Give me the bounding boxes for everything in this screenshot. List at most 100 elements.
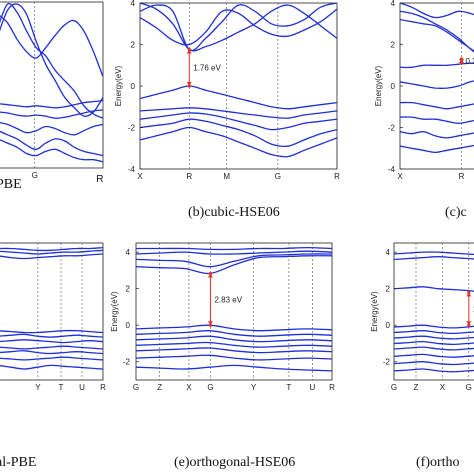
y-tick-label-2: 2: [391, 41, 396, 50]
gap-arrow: [459, 57, 464, 65]
band-line-5: [140, 112, 337, 131]
band-line-1: [394, 251, 474, 256]
band-line-3: [0, 329, 103, 334]
x-tick-label-T: T: [59, 383, 64, 392]
x-tick-label-G: G: [275, 172, 281, 181]
band-line-5: [0, 122, 103, 136]
band-line-7: [136, 341, 332, 348]
bands: [0, 246, 103, 370]
x-tick-label-R: R: [334, 172, 340, 181]
y-tick-label-0: 0: [386, 321, 391, 330]
y-axis-label: Energy(eV): [114, 65, 123, 106]
band-line-0: [140, 8, 337, 46]
band-line-4: [136, 324, 332, 332]
band-line-8: [136, 347, 332, 354]
band-line-6: [400, 116, 474, 124]
y-tick-label-2: 2: [386, 285, 391, 294]
gap-arrow: [186, 47, 192, 88]
band-line-3: [394, 324, 474, 329]
y-tick-label--4: -4: [388, 165, 396, 174]
x-tick-label-X: X: [440, 383, 446, 392]
x-tick-label-X: X: [137, 172, 143, 181]
panel-f: 1. G Z X G -2 0 2 4 Energy(eV) (f)ortho: [370, 242, 474, 470]
plot-frame: [135, 242, 333, 381]
band-line-3: [400, 62, 474, 69]
panel-caption: (e)orthogonal-HSE06: [174, 455, 295, 470]
band-line-4: [0, 333, 103, 338]
band-line-2: [140, 3, 337, 52]
panel-caption: al-PBE: [0, 455, 36, 470]
bands: [400, 3, 474, 154]
band-line-1: [140, 3, 337, 52]
y-tick-label-0: 0: [131, 82, 136, 91]
band-line-6: [0, 130, 103, 157]
gap-label: 1.76 eV: [193, 64, 221, 73]
band-line-5: [400, 101, 474, 110]
band-line-6: [394, 340, 474, 346]
bands: [140, 3, 337, 158]
band-line-7: [0, 139, 103, 163]
band-line-10: [136, 364, 332, 372]
band-line-1: [0, 2, 103, 119]
band-line-7: [0, 350, 103, 355]
x-tick-label-Z: Z: [414, 383, 419, 392]
band-line-2: [0, 253, 103, 260]
band-line-8: [0, 356, 103, 361]
x-tick-label-X: X: [186, 383, 192, 392]
x-tick-label-R: R: [459, 172, 465, 181]
band-line-0: [0, 3, 103, 117]
x-tick-label-R: R: [329, 383, 335, 392]
panel-d: Y T U Ral-PBE: [0, 242, 106, 470]
panel-caption: (b)cubic-HSE06: [188, 205, 280, 220]
gap-label: 0.2: [466, 57, 474, 66]
band-line-4: [140, 107, 337, 119]
y-tick-label--2: -2: [383, 358, 391, 367]
y-tick-label--2: -2: [123, 358, 131, 367]
y-tick-label-0: 0: [126, 321, 131, 330]
panel-b: 1.76 eV X R M G R -4 -2 0 2 4 Energy(eV) (b)cubic-HS…: [114, 0, 340, 220]
band-line-6: [0, 345, 103, 350]
band-line-5: [136, 330, 332, 337]
x-tick-label-T: T: [286, 383, 291, 392]
y-tick-label-2: 2: [126, 285, 131, 294]
band-line-7: [394, 346, 474, 351]
x-tick-label-U: U: [79, 383, 85, 392]
plot-frame: [0, 242, 104, 381]
x-tick-label-G: G: [133, 383, 139, 392]
band-line-2: [136, 250, 332, 255]
plot-frame: [399, 2, 474, 170]
band-line-7: [140, 126, 337, 158]
band-line-3: [0, 99, 103, 109]
y-tick-label-4: 4: [391, 0, 396, 8]
band-line-5: [394, 335, 474, 340]
x-tick-label-M: M: [223, 172, 230, 181]
bands: [0, 2, 103, 163]
band-line-1: [400, 10, 474, 52]
band-line-4: [400, 80, 474, 89]
y-tick-label-4: 4: [126, 248, 131, 257]
panel-e: 2.83 eV G Z X G Y T U R -2 0 2 4 Energy(eV) (e)orthogo…: [110, 242, 335, 470]
y-tick-label-0: 0: [391, 82, 396, 91]
gap-label: 2.83 eV: [214, 295, 242, 304]
band-line-0: [394, 256, 474, 261]
y-tick-label--4: -4: [128, 165, 136, 174]
x-tick-label-Z: Z: [157, 383, 162, 392]
gap-arrow: [207, 271, 213, 327]
panel-caption: PBE: [0, 177, 22, 192]
band-line-9: [0, 364, 103, 370]
band-line-2: [400, 3, 474, 19]
x-tick-label-G: G: [391, 383, 397, 392]
band-line-8: [394, 353, 474, 358]
band-line-3: [140, 85, 337, 110]
band-line-7: [400, 131, 474, 139]
plot-frame: [0, 1, 104, 169]
band-line-0: [400, 18, 474, 53]
band-line-2: [0, 15, 103, 77]
y-axis-label: Energy(eV): [110, 291, 119, 332]
panel-caption: (f)ortho: [416, 455, 460, 470]
y-axis-label: Energy(eV): [370, 291, 379, 332]
x-tick-label-G: G: [207, 383, 213, 392]
plot-frame: [393, 242, 474, 381]
x-tick-label-Y: Y: [35, 383, 41, 392]
y-tick-label--2: -2: [128, 124, 136, 133]
